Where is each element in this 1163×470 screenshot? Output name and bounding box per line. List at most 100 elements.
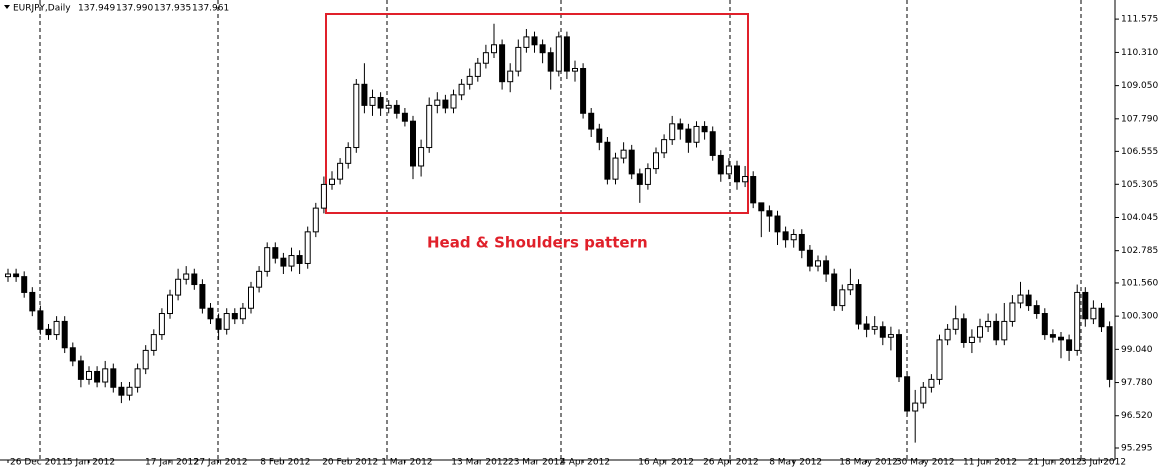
candle-body — [669, 123, 676, 141]
candle-body — [790, 233, 797, 241]
candle-body — [1074, 291, 1081, 351]
candle-body — [312, 207, 319, 233]
candle-body — [547, 52, 554, 72]
x-tick-label: 13 Mar 2012 — [451, 458, 508, 468]
candle-body — [69, 347, 76, 362]
candle-body — [158, 313, 165, 336]
candle-body — [1066, 339, 1073, 351]
candle-body — [750, 176, 757, 204]
candle-body — [661, 139, 668, 154]
candle-body — [377, 96, 384, 109]
candle-body — [150, 334, 157, 351]
candle-body — [256, 270, 263, 288]
y-tick-label: 101.560 — [1121, 278, 1158, 288]
candle-body — [758, 202, 765, 212]
candle-body — [248, 286, 254, 309]
candle-body — [944, 328, 951, 341]
candle-body — [118, 386, 125, 396]
candle-body — [77, 360, 84, 380]
y-tick-label: 100.300 — [1121, 312, 1158, 322]
candle-body — [288, 255, 295, 267]
chart-title: EURJPY,Daily — [13, 4, 71, 14]
candle-body — [385, 104, 392, 109]
candle-body — [5, 273, 11, 278]
x-tick-label: 8 Feb 2012 — [260, 458, 310, 468]
x-tick-label: 8 May 2012 — [769, 458, 822, 468]
candle-body — [993, 320, 1000, 341]
pattern-box — [325, 13, 749, 214]
candle-body — [887, 334, 894, 338]
x-tick-label: 26 Dec 2011 — [10, 458, 68, 468]
x-tick-label: 23 Mar 2012 — [508, 458, 565, 468]
candle-body — [337, 162, 344, 180]
candle-body — [53, 320, 60, 336]
candle-body — [693, 125, 700, 143]
candle-body — [442, 99, 449, 109]
candle-body — [596, 128, 603, 143]
x-tick-label: 27 Jan 2012 — [194, 458, 248, 468]
candle-body — [434, 99, 441, 106]
candle-body — [742, 176, 749, 183]
candle-body — [604, 141, 611, 180]
candle-body — [936, 339, 943, 380]
candle-body — [61, 320, 68, 349]
candle-body — [223, 313, 230, 330]
candle-body — [1082, 291, 1089, 320]
candle-body — [361, 83, 368, 106]
candle-body — [94, 370, 101, 383]
candle-body — [806, 249, 813, 267]
y-tick-label: 96.520 — [1121, 411, 1153, 421]
candle-body — [782, 231, 789, 241]
candle-body — [167, 294, 173, 315]
candle-body — [612, 157, 619, 180]
candle-body — [1106, 326, 1113, 380]
quote-value: 137.935 — [154, 4, 191, 14]
candle-body — [879, 326, 886, 338]
candle-body — [474, 62, 481, 77]
candle-body — [21, 276, 28, 293]
candle-body — [588, 112, 595, 130]
candle-body — [871, 326, 878, 330]
candle-body — [1001, 320, 1008, 341]
x-tick-label: 4 Apr 2012 — [560, 458, 610, 468]
candle-body — [515, 46, 522, 72]
candle-body — [847, 284, 854, 291]
x-tick-label: 26 Apr 2012 — [703, 458, 759, 468]
y-tick-label: 105.305 — [1121, 180, 1158, 190]
y-tick-label: 97.780 — [1121, 378, 1153, 388]
candle-body — [175, 278, 182, 296]
candle-body — [968, 336, 975, 343]
candle-body — [1009, 302, 1016, 322]
y-tick-label: 99.040 — [1121, 345, 1153, 355]
candle-body — [815, 260, 821, 267]
candle-body — [798, 233, 805, 251]
candle-body — [523, 36, 530, 48]
candle-body — [896, 334, 902, 378]
candle-body — [620, 149, 627, 159]
candle-body — [1090, 307, 1097, 320]
candle-body — [183, 273, 190, 280]
candle-body — [1017, 294, 1024, 304]
candle-body — [126, 386, 133, 396]
candle-body — [717, 154, 724, 175]
candle-body — [636, 173, 643, 185]
candle-body — [653, 152, 659, 170]
candle-body — [29, 291, 36, 312]
candle-body — [831, 273, 838, 307]
candle-body — [369, 96, 376, 106]
candle-body — [977, 326, 983, 338]
candle-body — [628, 149, 635, 175]
candle-body — [685, 128, 692, 143]
candle-body — [507, 70, 514, 83]
candle-body — [531, 36, 538, 46]
x-tick-label: 21 Jun 2012 — [1028, 458, 1082, 468]
x-tick-label: 5 Jan 2012 — [67, 458, 115, 468]
candle-body — [418, 147, 425, 167]
candle-body — [985, 320, 992, 328]
candle-body — [401, 112, 408, 122]
candle-body — [499, 44, 506, 83]
candle-body — [345, 147, 352, 164]
candle-body — [410, 120, 416, 167]
x-tick-label: 18 May 2012 — [839, 458, 898, 468]
